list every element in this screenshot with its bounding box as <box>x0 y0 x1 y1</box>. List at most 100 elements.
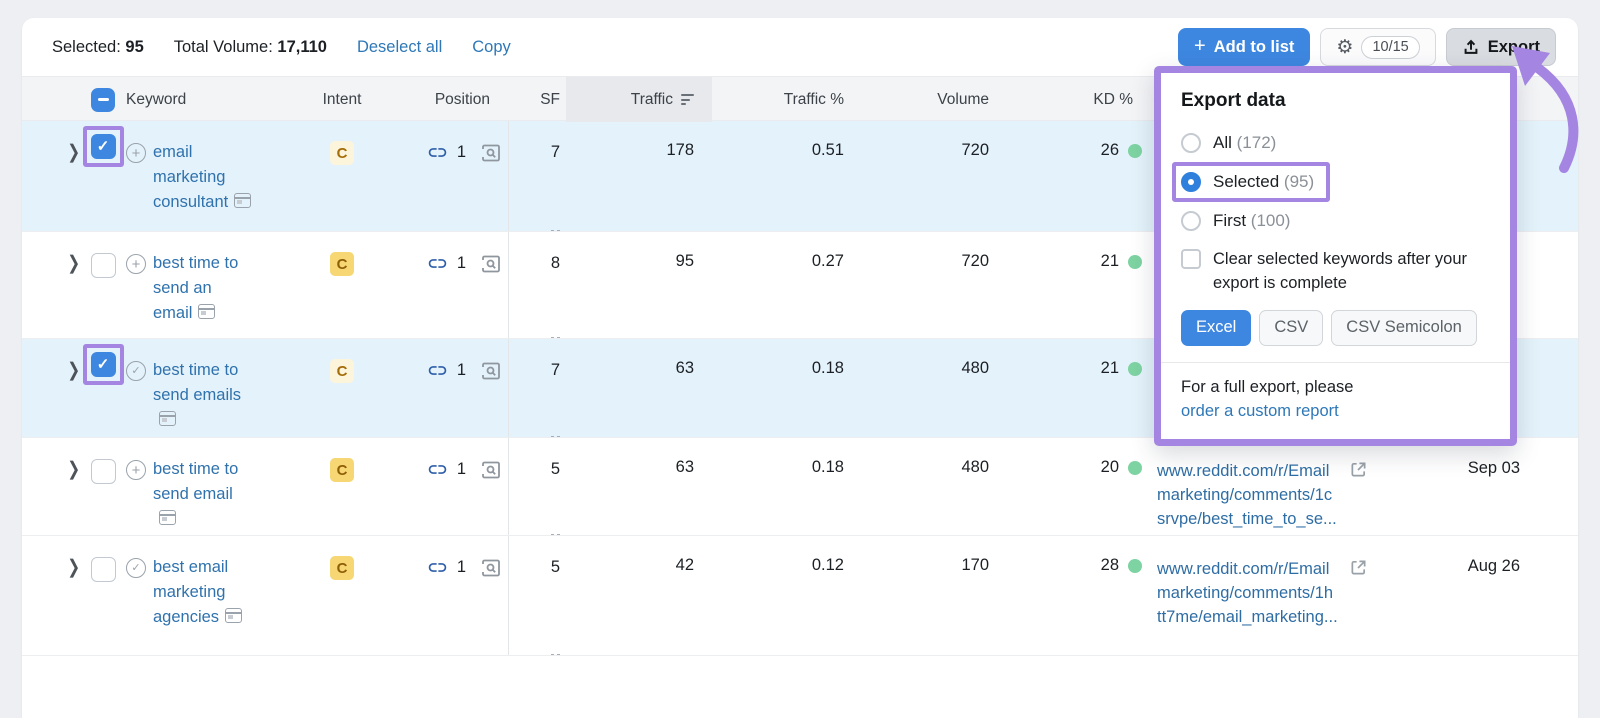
keyword-link[interactable]: best time to send emails <box>153 361 242 404</box>
add-to-list-button[interactable]: + Add to list <box>1178 28 1311 66</box>
keyword-link[interactable]: email marketing consultant <box>153 143 229 211</box>
option-label: All (172) <box>1213 133 1277 152</box>
row-checkbox[interactable] <box>90 253 116 278</box>
serp-preview-icon[interactable] <box>480 460 502 480</box>
row-checkbox[interactable] <box>90 557 116 582</box>
kd-difficulty-dot <box>1128 254 1142 269</box>
column-header-kd[interactable]: KD % <box>1093 90 1133 108</box>
serp-features-icon[interactable] <box>159 411 176 426</box>
checkbox-highlight: ✓ <box>82 126 124 167</box>
deselect-all-link[interactable]: Deselect all <box>356 37 443 56</box>
sf-value[interactable]: 5 <box>550 557 560 655</box>
keyword-link[interactable]: best time to send an email <box>153 254 239 322</box>
gear-icon: ⚙ <box>1336 36 1354 58</box>
radio-icon[interactable] <box>1181 133 1201 153</box>
position-value: 1 <box>456 361 466 379</box>
sf-value[interactable]: 5 <box>550 459 560 535</box>
position-value: 1 <box>456 460 466 478</box>
copy-link[interactable]: Copy <box>472 37 511 56</box>
traffic-pct-value: 0.51 <box>811 141 844 159</box>
volume-value: 480 <box>961 458 989 476</box>
export-option-all[interactable]: All (172) <box>1181 126 1490 160</box>
order-custom-report-link[interactable]: order a custom report <box>1181 402 1339 420</box>
export-popup: Export data All (172) Selected (95) Firs… <box>1154 66 1517 446</box>
position-link-icon[interactable] <box>427 360 448 381</box>
expand-chevron-icon[interactable]: ❯ <box>67 141 80 164</box>
serp-preview-icon[interactable] <box>480 361 502 381</box>
table-row[interactable]: ❯ + best time to send email C 1 5 63 0.1… <box>22 438 1578 536</box>
csv-semicolon-button[interactable]: CSV Semicolon <box>1331 310 1477 346</box>
column-header-intent[interactable]: Intent <box>322 90 362 108</box>
sf-value[interactable]: 7 <box>550 360 560 437</box>
row-checkbox[interactable]: ✓ <box>90 352 116 377</box>
upload-icon <box>1464 39 1478 54</box>
checkbox-icon[interactable] <box>1181 249 1201 269</box>
expand-chevron-icon[interactable]: ❯ <box>67 458 80 481</box>
keyword-added-icon[interactable]: ✓ <box>126 361 146 381</box>
serp-preview-icon[interactable] <box>480 254 502 274</box>
kd-value: 21 <box>1100 252 1119 270</box>
row-checkbox[interactable]: ✓ <box>90 134 116 159</box>
kd-difficulty-dot <box>1128 361 1142 376</box>
position-value: 1 <box>456 558 466 576</box>
position-link-icon[interactable] <box>427 459 448 480</box>
serp-url-link[interactable]: www.reddit.com/r/Email marketing/comment… <box>1157 560 1338 626</box>
csv-button[interactable]: CSV <box>1259 310 1324 346</box>
option-label: Selected (95) <box>1213 172 1315 191</box>
position-link-icon[interactable] <box>427 557 448 578</box>
external-link-icon[interactable] <box>1350 461 1367 483</box>
radio-icon[interactable] <box>1181 211 1201 231</box>
serp-url-link[interactable]: www.reddit.com/r/Email marketing/comment… <box>1157 462 1337 528</box>
volume-value: 170 <box>961 556 989 574</box>
keyword-link[interactable]: best time to send email <box>153 460 239 503</box>
serp-features-icon[interactable] <box>225 608 243 623</box>
sf-value[interactable]: 8 <box>550 253 560 338</box>
traffic-pct-value: 0.18 <box>811 359 844 377</box>
export-option-selected[interactable]: Selected (95) <box>1181 169 1314 195</box>
column-header-keyword[interactable]: Keyword <box>126 90 187 108</box>
radio-checked-icon[interactable] <box>1181 172 1201 192</box>
serp-preview-icon[interactable] <box>480 143 502 163</box>
manage-columns-button[interactable]: ⚙ 10/15 <box>1320 28 1436 66</box>
updated-date: Aug 26 <box>1467 557 1520 575</box>
selected-count-value: 95 <box>125 37 144 56</box>
add-keyword-icon[interactable]: + <box>126 143 146 163</box>
position-link-icon[interactable] <box>427 253 448 274</box>
intent-badge: C <box>330 252 354 276</box>
row-checkbox[interactable] <box>90 459 116 484</box>
keyword-added-icon[interactable]: ✓ <box>126 558 146 578</box>
traffic-pct-value: 0.18 <box>811 458 844 476</box>
column-header-traffic[interactable]: Traffic <box>566 77 712 122</box>
add-keyword-icon[interactable]: + <box>126 254 146 274</box>
select-all-checkbox[interactable] <box>91 87 115 112</box>
table-row[interactable]: ❯ ✓ best email marketing agencies C 1 5 … <box>22 536 1578 656</box>
kd-value: 26 <box>1100 141 1119 159</box>
expand-chevron-icon[interactable]: ❯ <box>67 252 80 275</box>
clear-selected-checkbox-row[interactable]: Clear selected keywords after your expor… <box>1181 247 1490 295</box>
export-button[interactable]: Export <box>1445 28 1556 66</box>
expand-chevron-icon[interactable]: ❯ <box>67 556 80 579</box>
volume-value: 720 <box>961 141 989 159</box>
external-link-icon[interactable] <box>1350 559 1367 581</box>
intent-badge: C <box>330 458 354 482</box>
column-header-position[interactable]: Position <box>434 90 490 108</box>
page: Selected: 95 Total Volume: 17,110 Desele… <box>22 18 1579 718</box>
full-export-text: For a full export, please <box>1181 378 1354 396</box>
kd-difficulty-dot <box>1128 558 1142 573</box>
export-option-first[interactable]: First (100) <box>1181 204 1490 238</box>
keyword-link[interactable]: best email marketing agencies <box>153 558 229 626</box>
position-link-icon[interactable] <box>427 142 448 163</box>
sf-value[interactable]: 7 <box>550 142 560 231</box>
add-keyword-icon[interactable]: + <box>126 460 146 480</box>
column-header-volume[interactable]: Volume <box>937 90 989 108</box>
column-header-traffic-pct[interactable]: Traffic % <box>783 90 844 108</box>
expand-chevron-icon[interactable]: ❯ <box>67 359 80 382</box>
serp-preview-icon[interactable] <box>480 558 502 578</box>
volume-value: 720 <box>961 252 989 270</box>
serp-features-icon[interactable] <box>198 304 216 319</box>
updated-date: Sep 03 <box>1467 459 1520 477</box>
serp-features-icon[interactable] <box>234 193 252 208</box>
column-header-sf[interactable]: SF <box>540 90 560 108</box>
excel-button[interactable]: Excel <box>1181 310 1252 346</box>
serp-features-icon[interactable] <box>159 510 176 525</box>
